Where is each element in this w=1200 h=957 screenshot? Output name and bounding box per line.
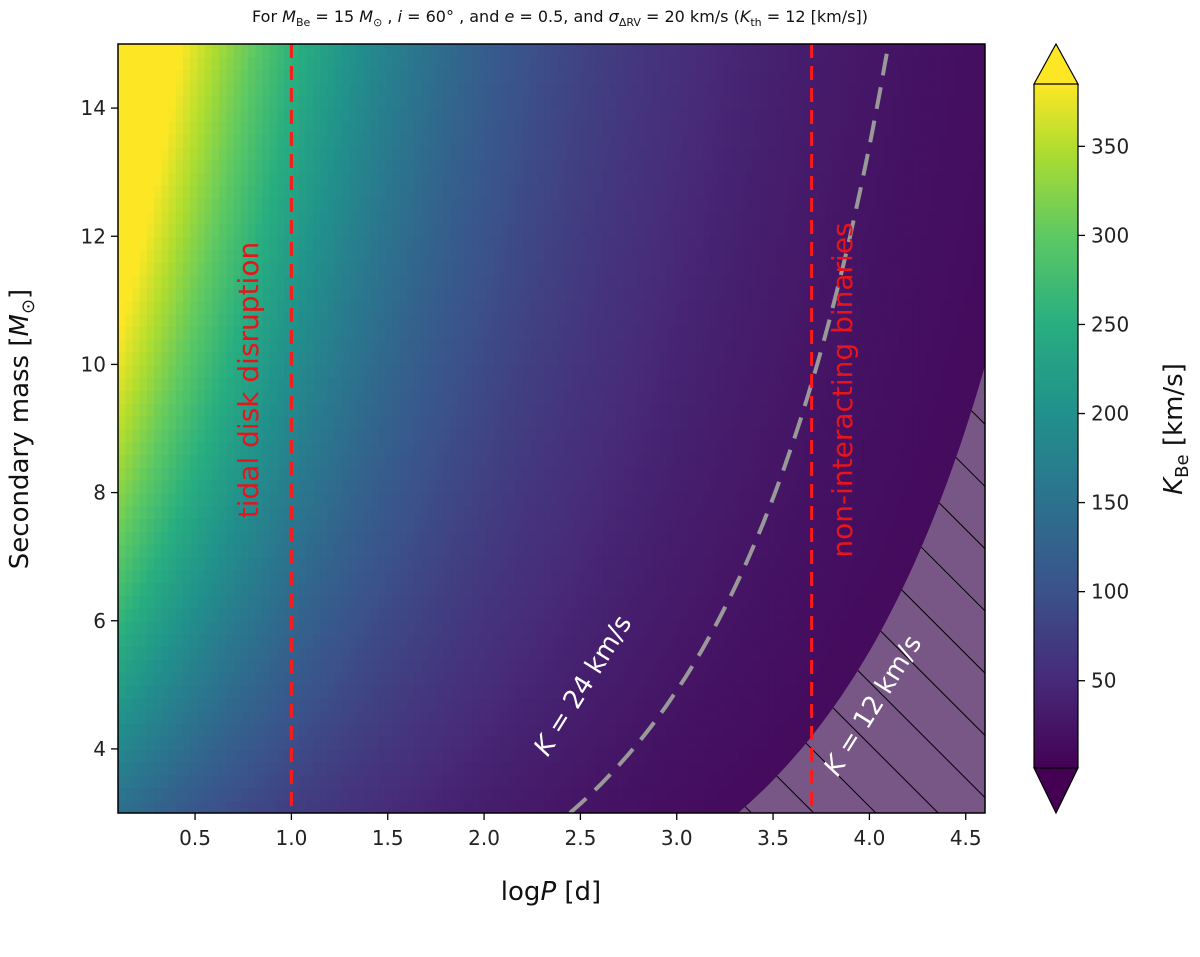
colorbar-label: KBe [km/s] bbox=[1159, 363, 1193, 495]
x-axis: 0.5 1.0 1.5 2.0 2.5 3.0 3.5 4.0 4.5 bbox=[179, 813, 982, 850]
x-tick-label: 3.5 bbox=[757, 826, 789, 850]
colorbar-tick-label: 50 bbox=[1091, 669, 1116, 693]
x-tick-label: 4.5 bbox=[950, 826, 982, 850]
y-tick-label: 12 bbox=[81, 224, 106, 248]
k12-region-hatch bbox=[738, 365, 985, 813]
x-tick-label: 1.5 bbox=[372, 826, 404, 850]
x-tick-label: 3.0 bbox=[661, 826, 693, 850]
y-tick-label: 10 bbox=[81, 352, 106, 376]
colorbar-tick-label: 250 bbox=[1091, 312, 1129, 336]
x-tick-label: 2.5 bbox=[564, 826, 596, 850]
colorbar-tick-label: 300 bbox=[1091, 223, 1129, 247]
colorbar-tick-label: 200 bbox=[1091, 402, 1129, 426]
y-axis-label: Secondary mass [M⊙] bbox=[5, 289, 39, 569]
x-tick-label: 2.0 bbox=[468, 826, 500, 850]
x-tick-label: 0.5 bbox=[179, 826, 211, 850]
colorbar-tick-label: 150 bbox=[1091, 491, 1129, 515]
y-tick-label: 4 bbox=[93, 737, 106, 761]
colorbar: 50 100 150 200 250 300 350 KBe [km/s] bbox=[1032, 42, 1193, 815]
colorbar-ticks: 50 100 150 200 250 300 350 bbox=[1078, 134, 1129, 693]
chart-title: For MBe = 15 M⊙ , i = 60° , and e = 0.5,… bbox=[252, 7, 868, 29]
k24-contour-line bbox=[568, 44, 891, 813]
plot-frame bbox=[117, 43, 986, 814]
colorbar-extend-max bbox=[1032, 42, 1080, 85]
x-tick-label: 4.0 bbox=[853, 826, 885, 850]
colorbar-extend-min bbox=[1033, 767, 1079, 815]
y-tick-label: 14 bbox=[81, 96, 106, 120]
y-axis: 4 6 8 10 12 14 bbox=[81, 96, 118, 761]
tidal-disk-disruption-label: tidal disk disruption bbox=[232, 242, 265, 518]
x-axis-label: logP [d] bbox=[501, 877, 601, 907]
colorbar-gradient bbox=[1034, 84, 1078, 768]
colorbar-tick-label: 350 bbox=[1091, 134, 1129, 158]
y-tick-label: 6 bbox=[93, 609, 106, 633]
non-interacting-binaries-label: non-interacting binaries bbox=[826, 222, 859, 557]
overlays bbox=[289, 44, 985, 813]
x-tick-label: 1.0 bbox=[275, 826, 307, 850]
colorbar-tick-label: 100 bbox=[1091, 580, 1129, 604]
y-tick-label: 8 bbox=[93, 481, 106, 505]
